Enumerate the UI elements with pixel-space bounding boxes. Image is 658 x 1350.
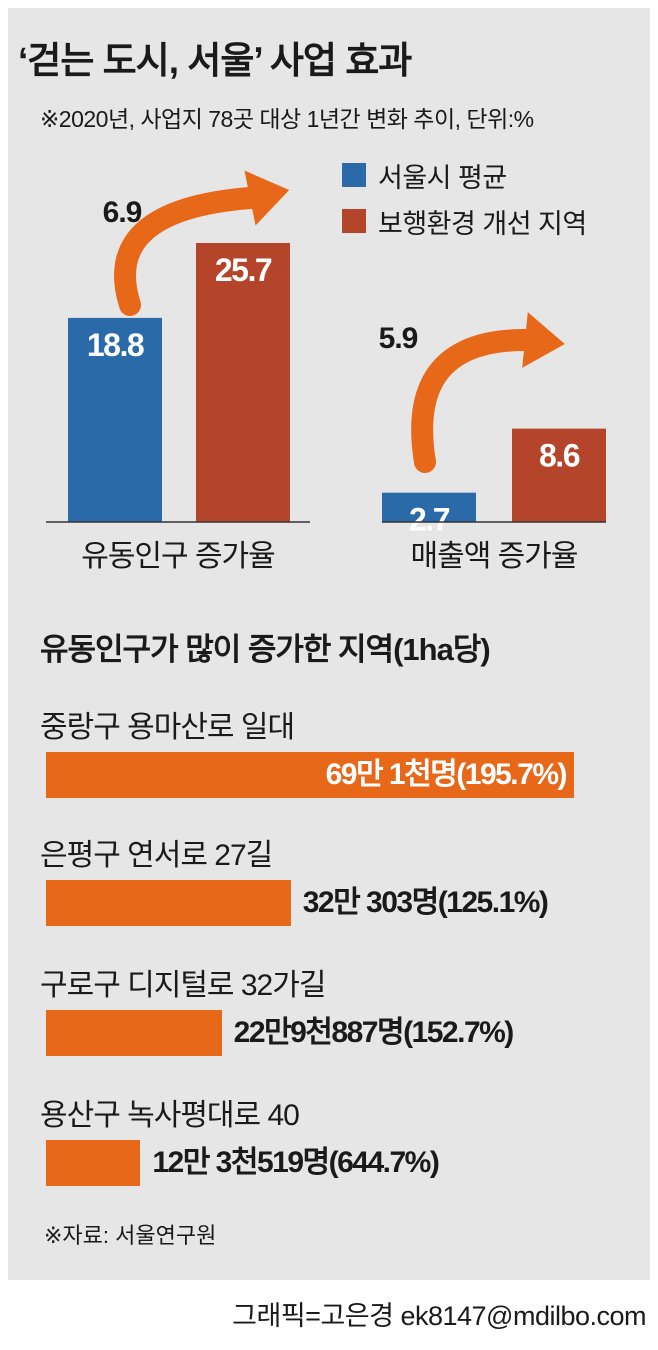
source-note: ※자료: 서울연구원: [44, 1223, 217, 1248]
bar-improved-area: [196, 243, 290, 522]
hbar-value-label: 22만9천887명(152.7%): [233, 1016, 515, 1049]
legend-label: 보행환경 개선 지역: [378, 208, 587, 239]
hbar-bar: [46, 880, 291, 926]
hbar-bar: [46, 1010, 222, 1056]
hbar-bar: [46, 752, 574, 798]
increase-arrow-shaft: [411, 329, 536, 473]
chart-subtitle: ※2020년, 사업지 78곳 대상 1년간 변화 추이, 단위:%: [40, 106, 534, 132]
chart-title: ‘걷는 도시, 서울’ 사업 효과: [18, 40, 412, 81]
vertical-bar-chart: 6.9 18.8 25.7 유동인구 증가율 5.9 2.7 8.6 매출액 증가율: [46, 170, 606, 573]
bar-value-label: 8.6: [539, 438, 580, 474]
increase-annotation: 5.9: [379, 322, 418, 355]
chart-panel: [8, 8, 650, 1280]
bar-value-label: 25.7: [215, 252, 272, 288]
legend-swatch-red: [342, 209, 366, 233]
hbar-value-label: 12만 3천519명(644.7%): [152, 1146, 439, 1179]
hbar-bar: [46, 1140, 141, 1186]
hbar-category-label: 중랑구 용마산로 일대: [40, 711, 295, 744]
hbar-chart-title: 유동인구가 많이 증가한 지역(1ha당): [40, 632, 491, 667]
legend-item-seoul-average: 서울시 평균: [342, 160, 507, 193]
increase-arrow-head: [244, 170, 290, 226]
increase-arrow-shaft: [114, 187, 261, 316]
increase-annotation: 6.9: [103, 196, 142, 229]
hbar-category-label: 은평구 연서로 27길: [40, 839, 273, 872]
bar-value-label: 18.8: [87, 327, 144, 363]
legend-label: 서울시 평균: [378, 162, 507, 193]
increase-arrow-head: [522, 312, 565, 368]
bar-seoul-average: [68, 317, 162, 522]
hbar-value-label: 69만 1천명(195.7%): [325, 758, 568, 791]
bar-seoul-average: [382, 492, 476, 522]
bar-improved-area: [512, 428, 606, 522]
legend-item-improved-area: 보행환경 개선 지역: [342, 206, 587, 239]
legend-swatch-blue: [342, 163, 366, 187]
bar-value-label: 2.7: [409, 502, 450, 538]
graphic-credit: 그래픽=고은경 ek8147@mdilbo.com: [232, 1301, 646, 1331]
category-label: 유동인구 증가율: [81, 540, 275, 573]
category-label: 매출액 증가율: [411, 540, 578, 573]
hbar-category-label: 용산구 녹사평대로 40: [40, 1099, 300, 1132]
hbar-value-label: 32만 303명(125.1%): [302, 886, 549, 919]
hbar-category-label: 구로구 디지털로 32가길: [40, 969, 326, 1002]
